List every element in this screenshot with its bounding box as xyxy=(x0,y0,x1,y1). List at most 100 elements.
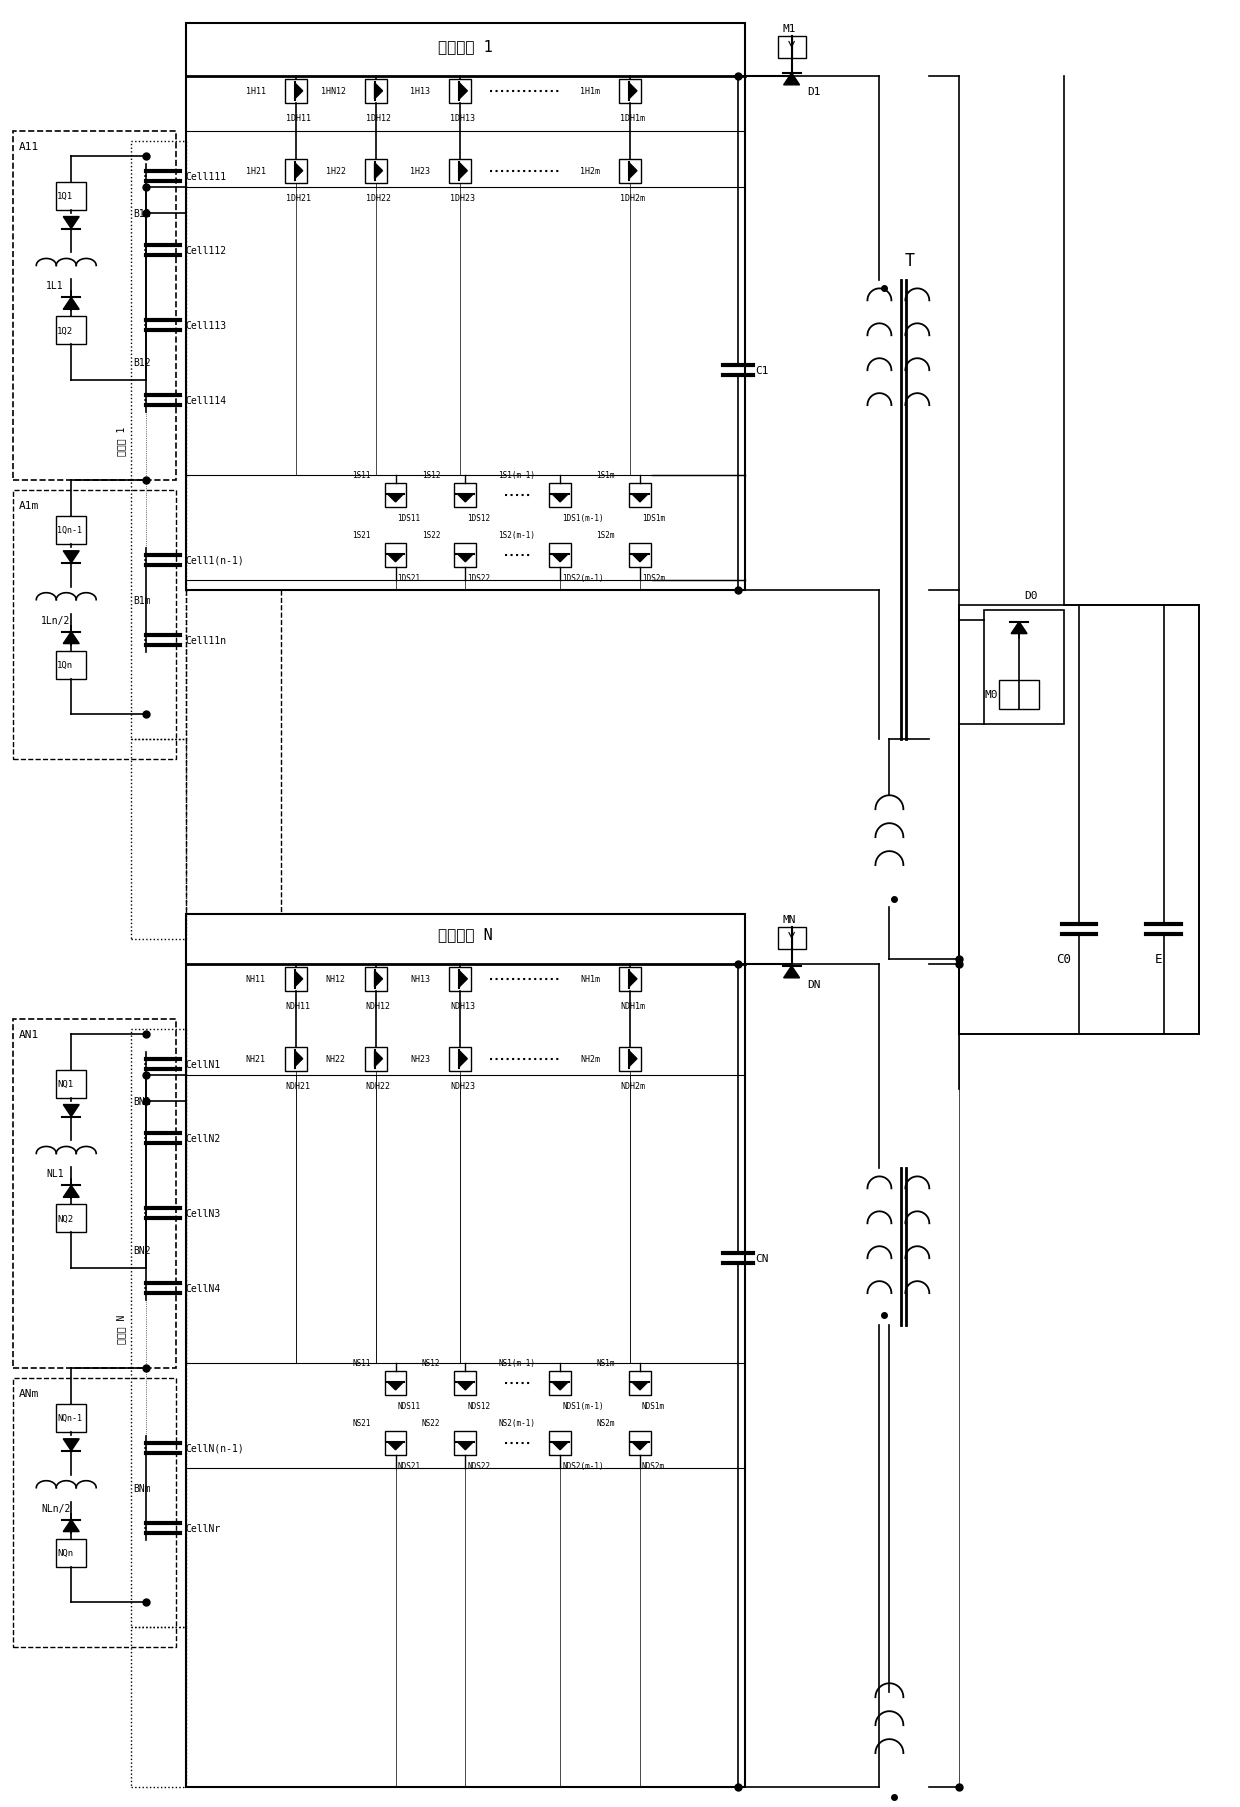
Text: NS12: NS12 xyxy=(422,1359,440,1368)
Text: 1DS1m: 1DS1m xyxy=(642,513,665,522)
Polygon shape xyxy=(629,972,637,987)
Text: Cell11n: Cell11n xyxy=(185,636,226,645)
Text: 开关矩阵 1: 开关矩阵 1 xyxy=(438,40,492,54)
Bar xyxy=(14,1019,176,1368)
Text: 1DH22: 1DH22 xyxy=(366,193,391,202)
Bar xyxy=(285,80,306,103)
Bar xyxy=(56,183,87,210)
Text: 开关矩阵 N: 开关矩阵 N xyxy=(438,927,492,941)
Text: 1HN12: 1HN12 xyxy=(321,87,346,96)
Polygon shape xyxy=(458,555,474,562)
Bar xyxy=(131,739,186,940)
Bar xyxy=(365,1046,387,1072)
Text: 1Ln/2: 1Ln/2 xyxy=(41,616,71,625)
Bar xyxy=(14,492,176,761)
Polygon shape xyxy=(374,972,382,987)
Polygon shape xyxy=(459,972,467,987)
Text: E: E xyxy=(1154,952,1163,965)
Text: B1m: B1m xyxy=(133,595,151,605)
Text: NQn: NQn xyxy=(57,1549,73,1558)
Text: M1: M1 xyxy=(782,23,796,34)
Text: 1H11: 1H11 xyxy=(246,87,265,96)
Text: 1DS22: 1DS22 xyxy=(467,573,491,582)
Bar xyxy=(186,23,745,591)
Text: NS11: NS11 xyxy=(352,1359,371,1368)
Polygon shape xyxy=(458,495,474,502)
Text: 1DH12: 1DH12 xyxy=(366,114,391,123)
Bar xyxy=(384,544,407,567)
Bar xyxy=(384,484,407,508)
Text: NS21: NS21 xyxy=(352,1418,371,1428)
Text: 1S11: 1S11 xyxy=(352,472,371,481)
Polygon shape xyxy=(63,551,79,564)
Bar xyxy=(549,544,572,567)
Bar xyxy=(56,1205,87,1232)
Text: CellN2: CellN2 xyxy=(185,1133,221,1144)
Text: 电池组 N: 电池组 N xyxy=(117,1314,126,1343)
Polygon shape xyxy=(388,555,403,562)
Text: NDS2m: NDS2m xyxy=(642,1460,665,1469)
Polygon shape xyxy=(458,1442,474,1449)
Polygon shape xyxy=(459,164,467,179)
Text: NH22: NH22 xyxy=(326,1055,346,1064)
Polygon shape xyxy=(1011,622,1027,634)
Polygon shape xyxy=(632,495,649,502)
Text: NDH11: NDH11 xyxy=(285,1001,311,1010)
Bar xyxy=(449,80,471,103)
Bar xyxy=(619,159,641,184)
Text: 1DS12: 1DS12 xyxy=(467,513,491,522)
Text: NL1: NL1 xyxy=(46,1169,64,1178)
Bar xyxy=(629,544,651,567)
Text: 1H23: 1H23 xyxy=(410,166,430,175)
Text: 1DS11: 1DS11 xyxy=(398,513,420,522)
Bar xyxy=(14,1379,176,1648)
Text: 1DS21: 1DS21 xyxy=(398,573,420,582)
Text: 1DS1(m-1): 1DS1(m-1) xyxy=(562,513,604,522)
Text: 1Q1: 1Q1 xyxy=(57,192,73,201)
Text: NH13: NH13 xyxy=(410,974,430,983)
Text: MN: MN xyxy=(782,914,796,925)
Polygon shape xyxy=(459,1052,467,1068)
Text: NDH12: NDH12 xyxy=(366,1001,391,1010)
Polygon shape xyxy=(784,74,800,85)
Text: NDS21: NDS21 xyxy=(398,1460,420,1469)
Text: 1Qn-1: 1Qn-1 xyxy=(57,526,82,535)
Bar xyxy=(549,1372,572,1395)
Text: CellN1: CellN1 xyxy=(185,1059,221,1070)
Polygon shape xyxy=(295,972,303,987)
Text: CellN(n-1): CellN(n-1) xyxy=(185,1444,244,1453)
Polygon shape xyxy=(458,1382,474,1390)
Bar xyxy=(960,605,1199,1034)
Bar xyxy=(454,1372,476,1395)
Polygon shape xyxy=(295,1052,303,1068)
Text: 1DH13: 1DH13 xyxy=(450,114,475,123)
Text: NH2m: NH2m xyxy=(580,1055,600,1064)
Polygon shape xyxy=(632,1442,649,1449)
Bar xyxy=(365,159,387,184)
Text: Cell112: Cell112 xyxy=(185,246,226,257)
Polygon shape xyxy=(374,1052,382,1068)
Bar xyxy=(454,484,476,508)
Bar xyxy=(777,927,806,949)
Bar xyxy=(777,36,806,60)
Bar xyxy=(449,967,471,992)
Polygon shape xyxy=(459,83,467,99)
Polygon shape xyxy=(374,164,382,179)
Polygon shape xyxy=(63,217,79,229)
Polygon shape xyxy=(552,495,568,502)
Bar xyxy=(454,1431,476,1455)
Polygon shape xyxy=(552,555,568,562)
Polygon shape xyxy=(63,1185,79,1198)
Bar xyxy=(629,1372,651,1395)
Bar xyxy=(449,159,471,184)
Bar xyxy=(131,1030,186,1628)
Bar xyxy=(285,967,306,992)
Bar xyxy=(56,318,87,345)
Text: NDH2m: NDH2m xyxy=(620,1081,645,1090)
Bar xyxy=(549,484,572,508)
Bar xyxy=(985,611,1064,725)
Text: CellN3: CellN3 xyxy=(185,1209,221,1218)
Bar xyxy=(14,132,176,481)
Text: 1DH21: 1DH21 xyxy=(285,193,311,202)
Bar xyxy=(131,1628,186,1787)
